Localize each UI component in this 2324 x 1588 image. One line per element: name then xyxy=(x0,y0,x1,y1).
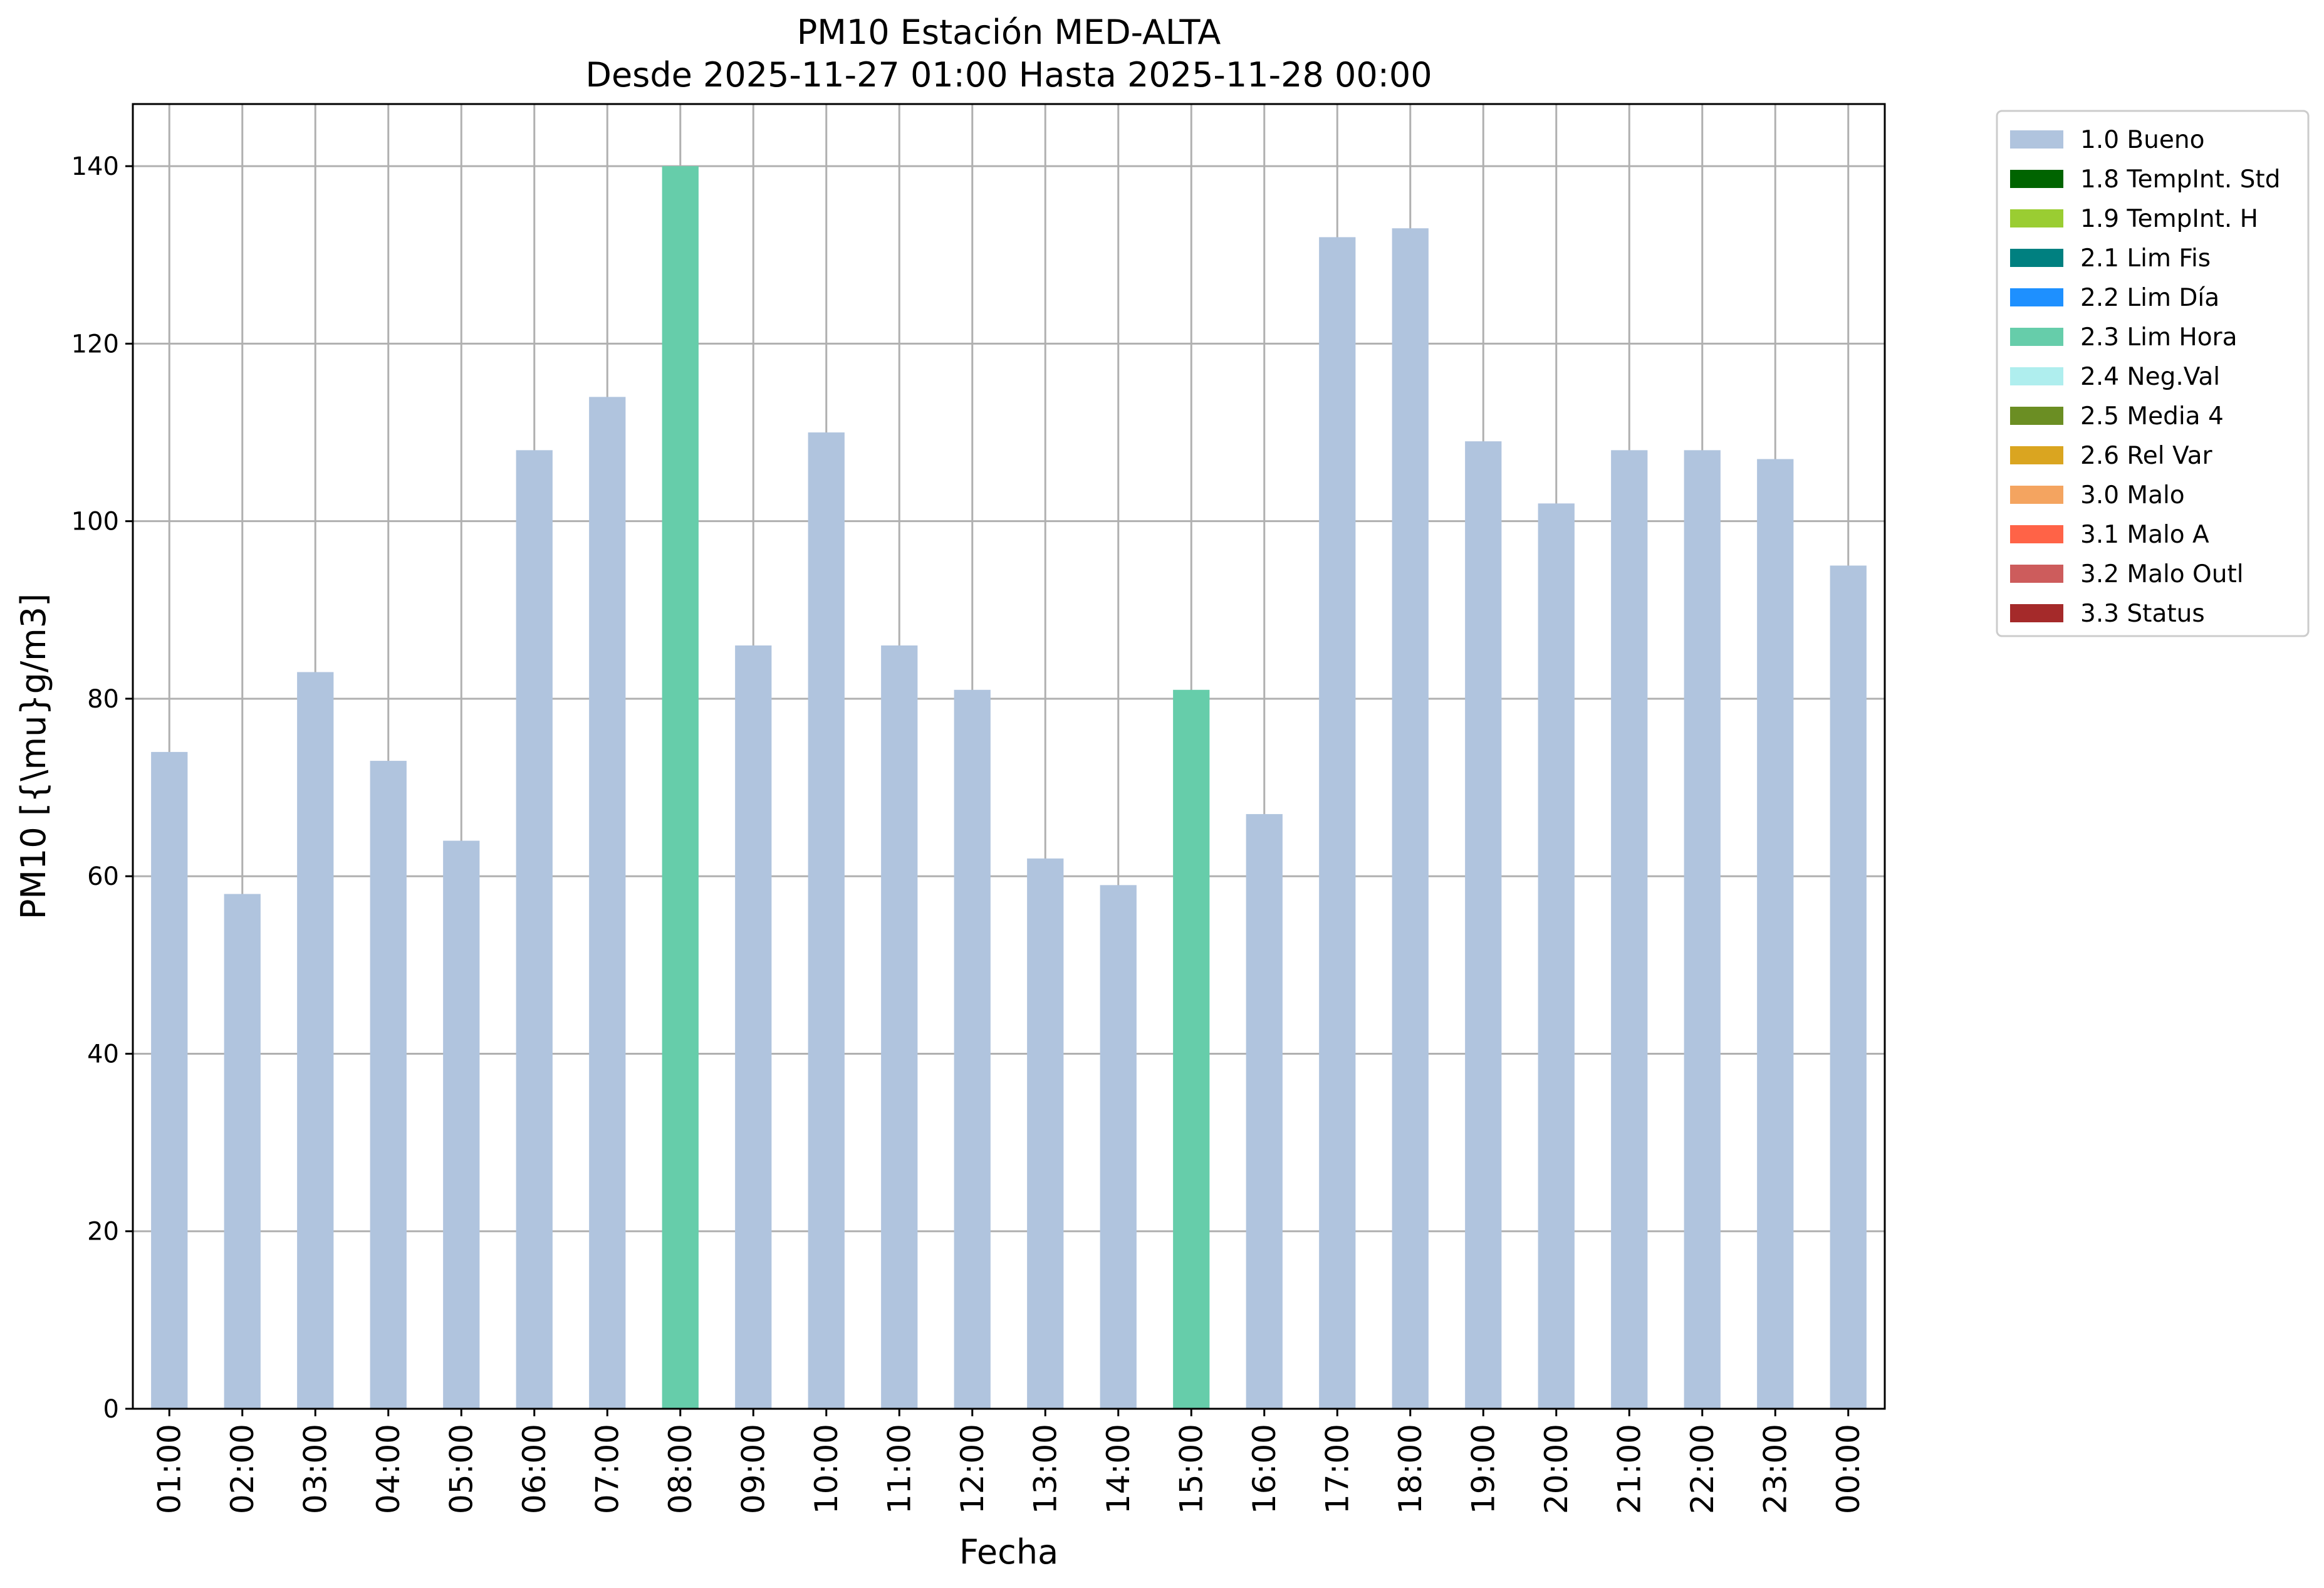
bar-0100 xyxy=(151,751,188,1409)
bar-1000 xyxy=(808,432,845,1409)
legend-swatch xyxy=(2010,525,2063,543)
legend-swatch xyxy=(2010,130,2063,149)
legend-swatch xyxy=(2010,249,2063,267)
y-tick-label: 20 xyxy=(87,1218,119,1246)
x-tick-label: 15:00 xyxy=(1173,1424,1209,1514)
x-axis-label: Fecha xyxy=(959,1532,1058,1572)
legend-label: 1.8 TempInt. Std xyxy=(2080,165,2280,194)
bar-0400 xyxy=(370,761,407,1409)
bar-0900 xyxy=(735,645,772,1409)
x-tick-label: 18:00 xyxy=(1392,1424,1429,1514)
bar-0300 xyxy=(297,672,334,1409)
x-tick-label: 08:00 xyxy=(662,1424,699,1514)
x-tick-label: 04:00 xyxy=(370,1424,407,1514)
legend-swatch xyxy=(2010,486,2063,504)
legend: 1.0 Bueno 1.8 TempInt. Std 1.9 TempInt. H 2… xyxy=(1996,110,2310,637)
bar-1300 xyxy=(1027,858,1064,1409)
x-tick-label: 23:00 xyxy=(1757,1424,1793,1514)
bar-1400 xyxy=(1100,885,1137,1409)
x-tick-label: 09:00 xyxy=(735,1424,771,1514)
legend-label: 2.1 Lim Fis xyxy=(2080,244,2211,273)
legend-label: 2.6 Rel Var xyxy=(2080,442,2213,470)
bar-2000 xyxy=(1538,503,1575,1409)
x-tick-label: 14:00 xyxy=(1100,1424,1137,1514)
y-axis-label: PM10 [{\mu}g/m3] xyxy=(14,593,53,919)
bar-0200 xyxy=(224,894,261,1409)
x-tick-label: 17:00 xyxy=(1319,1424,1355,1514)
bar-0600 xyxy=(516,450,553,1409)
bar-1900 xyxy=(1465,441,1502,1409)
y-tick-label: 80 xyxy=(87,685,119,714)
bar-1500 xyxy=(1173,689,1210,1409)
bar-0800 xyxy=(662,166,699,1409)
legend-label: 3.1 Malo A xyxy=(2080,521,2209,549)
x-tick-label: 10:00 xyxy=(808,1424,845,1514)
legend-label: 2.5 Media 4 xyxy=(2080,402,2224,431)
bar-1600 xyxy=(1246,814,1283,1409)
legend-swatch xyxy=(2010,288,2063,306)
legend-label: 1.9 TempInt. H xyxy=(2080,205,2258,233)
y-axis: 0 20 40 60 80 100 120 140 xyxy=(71,152,133,1424)
x-tick-label: 00:00 xyxy=(1830,1424,1867,1514)
legend-label: 2.3 Lim Hora xyxy=(2080,323,2238,352)
legend-label: 3.0 Malo xyxy=(2080,481,2185,509)
y-tick-label: 140 xyxy=(71,152,119,181)
legend-swatch xyxy=(2010,565,2063,583)
plot-frame xyxy=(132,103,1886,1410)
x-tick-label: 07:00 xyxy=(589,1424,625,1514)
legend-box xyxy=(1996,110,2310,637)
bar-0000 xyxy=(1830,565,1867,1409)
chart-title: PM10 Estación MED-ALTA xyxy=(797,13,1221,52)
legend-label: 1.0 Bueno xyxy=(2080,126,2204,154)
bar-2100 xyxy=(1611,450,1648,1409)
y-tick-label: 120 xyxy=(71,330,119,358)
legend-label: 2.2 Lim Día xyxy=(2080,284,2219,312)
bar-1800 xyxy=(1392,228,1429,1409)
x-tick-label: 21:00 xyxy=(1611,1424,1647,1514)
legend-swatch xyxy=(2010,367,2063,385)
legend-swatch xyxy=(2010,446,2063,464)
x-tick-label: 19:00 xyxy=(1465,1424,1501,1514)
x-tick-label: 02:00 xyxy=(224,1424,261,1514)
legend-label: 3.2 Malo Outl xyxy=(2080,560,2244,588)
x-tick-label: 05:00 xyxy=(443,1424,479,1514)
legend-swatch xyxy=(2010,209,2063,227)
legend-swatch xyxy=(2010,604,2063,622)
x-tick-label: 11:00 xyxy=(881,1424,917,1514)
legend-swatch xyxy=(2010,328,2063,346)
x-tick-label: 06:00 xyxy=(516,1424,553,1514)
legend-swatch xyxy=(2010,170,2063,188)
bar-0700 xyxy=(589,397,626,1409)
x-tick-label: 13:00 xyxy=(1027,1424,1063,1514)
y-tick-label: 100 xyxy=(71,508,119,536)
bar-1100 xyxy=(881,645,918,1409)
x-tick-label: 16:00 xyxy=(1246,1424,1283,1514)
bar-2300 xyxy=(1757,459,1794,1409)
bar-1700 xyxy=(1319,237,1356,1409)
legend-label: 2.4 Neg.Val xyxy=(2080,363,2220,391)
x-tick-label: 20:00 xyxy=(1538,1424,1575,1514)
x-tick-label: 22:00 xyxy=(1684,1424,1721,1514)
x-tick-label: 03:00 xyxy=(297,1424,333,1514)
bar-0500 xyxy=(443,840,480,1409)
y-tick-label: 60 xyxy=(87,862,119,891)
x-axis: 01:00 02:00 03:00 04:00 05:00 06:00 07:00 08:00… xyxy=(151,1409,1867,1514)
bar-1200 xyxy=(954,689,991,1409)
x-tick-label: 12:00 xyxy=(954,1424,991,1514)
chart-subtitle: Desde 2025-11-27 01:00 Hasta 2025-11-28 … xyxy=(585,55,1432,95)
x-tick-label: 01:00 xyxy=(151,1424,187,1514)
y-tick-label: 40 xyxy=(87,1040,119,1068)
bar-2200 xyxy=(1684,450,1721,1409)
legend-swatch xyxy=(2010,407,2063,425)
legend-label: 3.3 Status xyxy=(2080,600,2205,628)
y-tick-label: 0 xyxy=(103,1395,119,1424)
bars xyxy=(151,166,1867,1409)
